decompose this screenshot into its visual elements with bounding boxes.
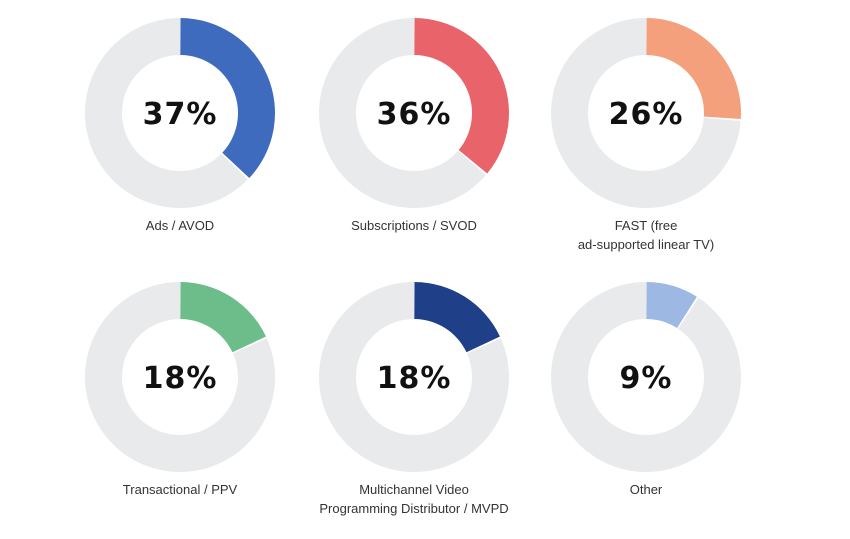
donut-1: 37% Ads / AVOD [85,18,276,233]
donut-category-label: Ads / AVOD [146,218,214,233]
donut-value-label: 26% [609,97,684,132]
donut-slice [646,18,742,119]
donut-3: 26% FAST (free ad-supported linear TV) [551,18,742,252]
donut-2: 36% Subscriptions / SVOD [319,18,510,233]
donut-track [85,18,248,209]
donut-category-label: Other [630,482,663,497]
donut-value-label: 18% [377,361,452,396]
donut-slice [180,282,266,353]
donut-6: 9% Other [551,282,741,497]
donut-track [319,18,486,209]
donut-track [85,282,276,472]
donut-value-label: 36% [377,97,452,132]
donut-category-label: Transactional / PPV [123,482,238,497]
donut-4: 18% Transactional / PPV [85,282,276,497]
donut-value-label: 9% [620,361,673,396]
donut-value-label: 37% [143,97,218,132]
donut-track [551,18,741,209]
donut-5: 18% Multichannel Video Programming Distrib… [319,282,509,516]
donut-category-label: ad-supported linear TV) [578,237,714,252]
donut-value-label: 18% [143,361,218,396]
donut-category-label: Subscriptions / SVOD [351,218,477,233]
donut-slice [646,282,697,329]
donut-category-label: Programming Distributor / MVPD [319,501,508,516]
donut-category-label: Multichannel Video [359,482,469,497]
donut-category-label: FAST (free [615,218,678,233]
donut-slice [180,18,276,179]
donut-track [551,282,741,473]
donut-slice [414,282,500,353]
donut-track [319,282,509,472]
donut-slice [414,18,510,174]
